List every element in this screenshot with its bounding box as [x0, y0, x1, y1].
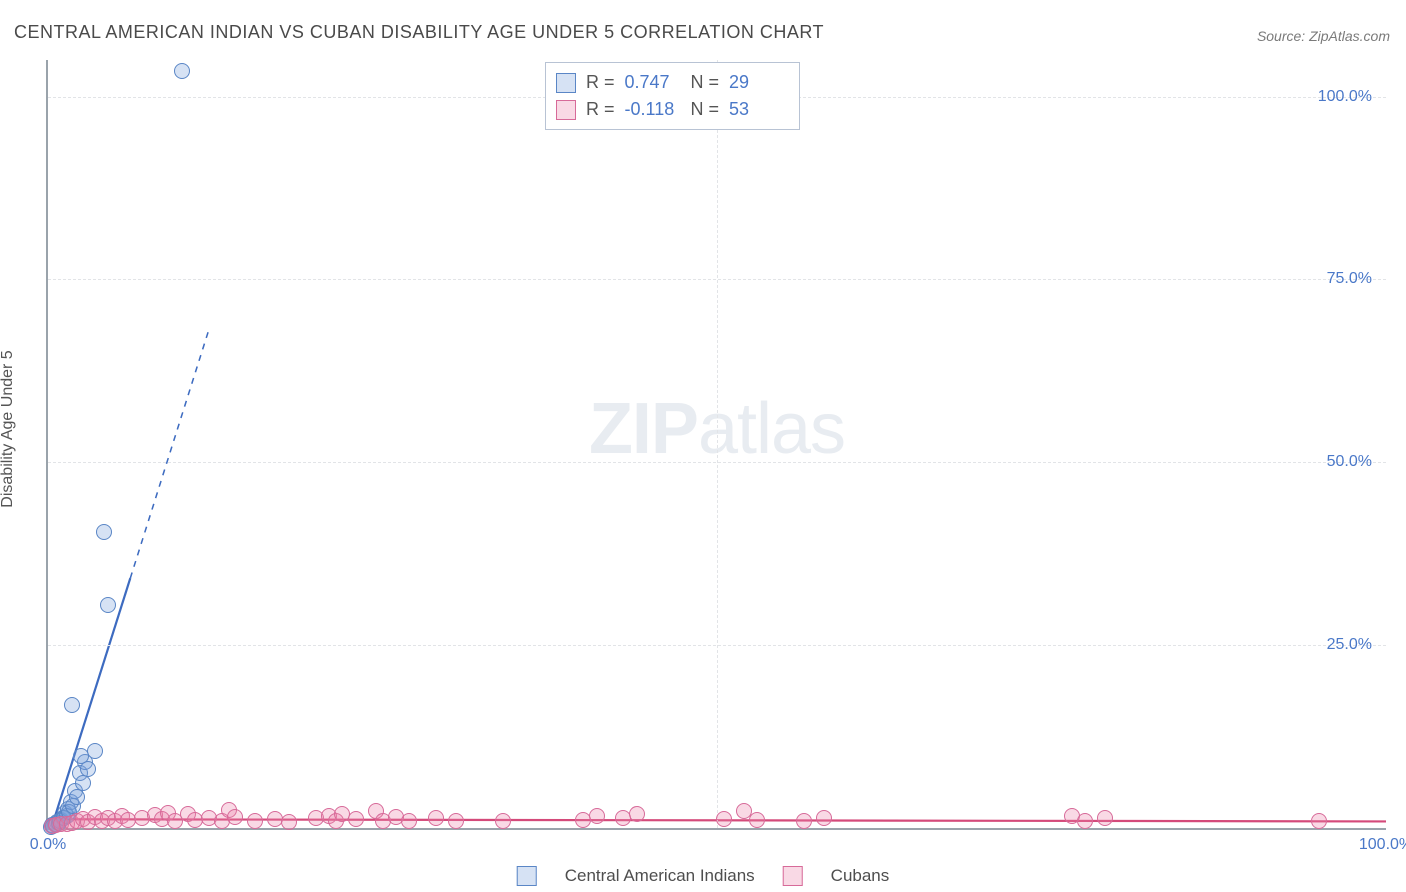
legend-swatch-1 — [517, 866, 537, 886]
stats-row-series2: R = -0.118 N = 53 — [556, 96, 785, 123]
y-tick-label: 50.0% — [1327, 453, 1372, 471]
x-tick-label: 100.0% — [1359, 836, 1406, 854]
data-point — [448, 813, 464, 829]
data-point — [428, 810, 444, 826]
data-point — [64, 697, 80, 713]
data-point — [816, 810, 832, 826]
data-point — [174, 63, 190, 79]
data-point — [401, 813, 417, 829]
data-point — [716, 811, 732, 827]
n-value-2: 53 — [729, 96, 785, 123]
data-point — [1311, 813, 1327, 829]
data-point — [348, 811, 364, 827]
y-axis-label: Disability Age Under 5 — [0, 350, 17, 507]
data-point — [281, 814, 297, 830]
source-attribution: Source: ZipAtlas.com — [1257, 28, 1390, 44]
data-point — [80, 761, 96, 777]
watermark-bold: ZIP — [589, 389, 698, 469]
plot-area: ZIPatlas 25.0%50.0%75.0%100.0%0.0%100.0% — [46, 60, 1386, 830]
data-point — [1077, 813, 1093, 829]
n-label-1: N = — [691, 69, 720, 96]
r-value-1: 0.747 — [625, 69, 681, 96]
watermark-rest: atlas — [698, 389, 845, 469]
swatch-series1 — [556, 73, 576, 93]
data-point — [75, 775, 91, 791]
data-point — [87, 743, 103, 759]
data-point — [227, 809, 243, 825]
gridline-v — [717, 60, 718, 828]
chart-title: CENTRAL AMERICAN INDIAN VS CUBAN DISABIL… — [14, 22, 824, 43]
stats-row-series1: R = 0.747 N = 29 — [556, 69, 785, 96]
data-point — [495, 813, 511, 829]
n-label-2: N = — [691, 96, 720, 123]
data-point — [749, 812, 765, 828]
data-point — [100, 597, 116, 613]
data-point — [247, 813, 263, 829]
series-legend: Central American Indians Cubans — [517, 866, 890, 886]
stats-legend: R = 0.747 N = 29 R = -0.118 N = 53 — [545, 62, 800, 130]
data-point — [796, 813, 812, 829]
swatch-series2 — [556, 100, 576, 120]
data-point — [96, 524, 112, 540]
data-point — [1097, 810, 1113, 826]
r-label-1: R = — [586, 69, 615, 96]
data-point — [629, 806, 645, 822]
legend-label-1: Central American Indians — [565, 866, 755, 886]
data-point — [69, 789, 85, 805]
y-tick-label: 100.0% — [1318, 88, 1372, 106]
n-value-1: 29 — [729, 69, 785, 96]
r-label-2: R = — [586, 96, 615, 123]
data-point — [589, 808, 605, 824]
trend-line-dashed — [130, 331, 208, 579]
y-tick-label: 25.0% — [1327, 636, 1372, 654]
r-value-2: -0.118 — [625, 96, 681, 123]
legend-swatch-2 — [783, 866, 803, 886]
y-tick-label: 75.0% — [1327, 270, 1372, 288]
legend-label-2: Cubans — [831, 866, 890, 886]
x-tick-label: 0.0% — [30, 836, 66, 854]
